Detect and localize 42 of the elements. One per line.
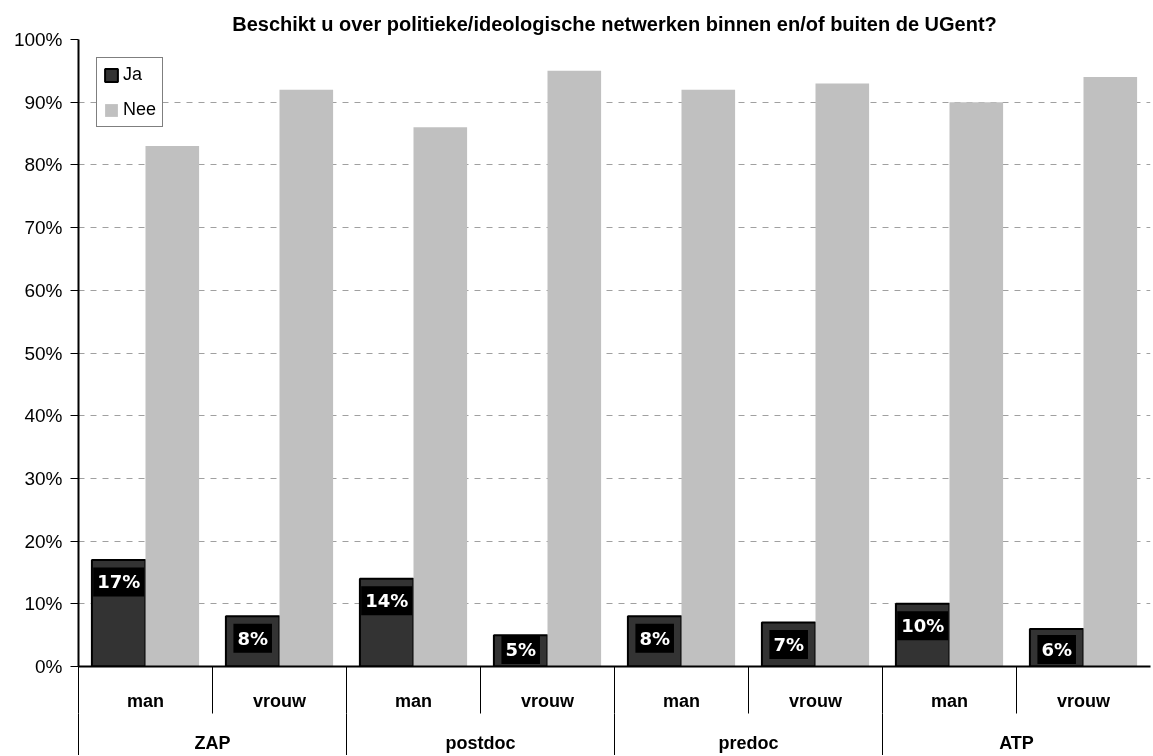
y-tick-label: 10% — [24, 593, 63, 615]
legend-label: Nee — [123, 99, 157, 120]
x-tick-label: vrouw — [1057, 690, 1111, 711]
bar — [949, 102, 1004, 667]
y-tick-label: 90% — [24, 91, 63, 113]
y-tick-label: 80% — [24, 154, 63, 176]
legend-label: Ja — [123, 64, 143, 85]
y-tick-label: 50% — [24, 342, 63, 364]
y-tick-label: 40% — [24, 405, 63, 427]
x-tick-label: vrouw — [253, 690, 307, 711]
data-label: 17% — [97, 571, 141, 593]
data-label: 8% — [639, 627, 670, 649]
bar — [1083, 77, 1138, 667]
bar — [145, 146, 200, 667]
x-tick-label: vrouw — [521, 690, 575, 711]
bar — [413, 127, 468, 667]
data-label: 7% — [773, 634, 804, 656]
y-tick-label: 20% — [24, 530, 63, 552]
y-tick-label: 30% — [24, 467, 63, 489]
bar — [547, 70, 602, 667]
chart-title: Beschikt u over politieke/ideologische netwerken binnen en/of buiten de UGent? — [232, 12, 997, 35]
data-label: 8% — [237, 627, 268, 649]
bar — [815, 83, 870, 667]
data-label: 5% — [505, 639, 536, 660]
x-tick-label: vrouw — [789, 690, 843, 711]
y-tick-label: 70% — [24, 217, 63, 239]
bar — [681, 89, 736, 667]
text: ZAP — [194, 732, 231, 753]
text: postdoc — [445, 732, 516, 753]
bar — [279, 89, 334, 667]
data-label: 6% — [1041, 639, 1072, 660]
y-tick-label: 60% — [24, 279, 63, 301]
text: ATP — [999, 732, 1034, 753]
x-tick-label: man — [930, 690, 969, 711]
x-tick-label: man — [394, 690, 433, 711]
x-tick-label: man — [662, 690, 701, 711]
y-tick-label: 0% — [35, 656, 63, 677]
data-label: 10% — [901, 615, 945, 637]
data-label: 14% — [365, 590, 409, 612]
text: predoc — [718, 732, 779, 753]
y-tick-label: 100% — [13, 29, 63, 50]
x-tick-label: man — [126, 690, 165, 711]
